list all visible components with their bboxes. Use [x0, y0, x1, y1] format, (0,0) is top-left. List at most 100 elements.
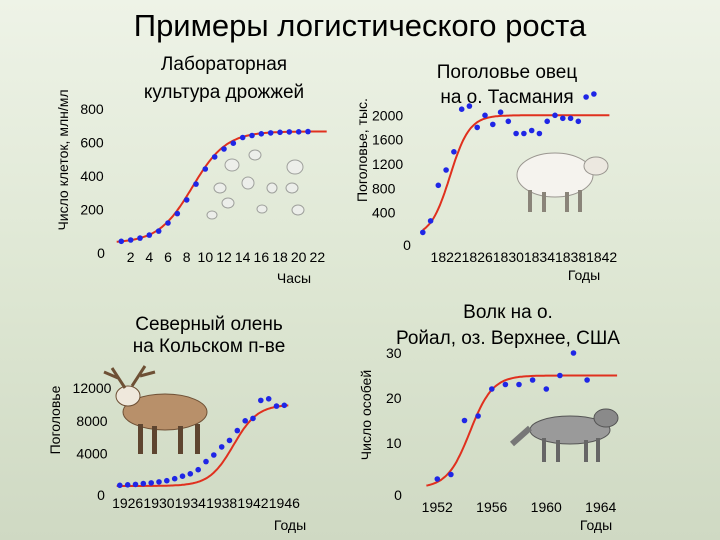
- sheep-x-tick-label: 1830: [493, 249, 524, 265]
- reindeer-data-point: [132, 481, 139, 488]
- sheep-data-point: [466, 103, 473, 109]
- wolf-data-point: [448, 471, 454, 478]
- yeast-data-point: [249, 132, 255, 139]
- sheep-x-tick-label: 1838: [555, 249, 586, 265]
- reindeer-data-point: [140, 480, 147, 487]
- yeast-data-point: [146, 232, 153, 238]
- yeast-x-tick-label: 18: [272, 249, 288, 265]
- yeast-x-tick-label: 8: [183, 249, 191, 265]
- sheep-x-axis-label: Годы: [568, 267, 600, 283]
- sheep-y-axis-label: Поголовье, тыс.: [354, 98, 370, 202]
- sheep-data-point: [536, 130, 543, 137]
- wolf-data-point: [475, 413, 481, 419]
- sheep-zero-label: 0: [403, 237, 411, 253]
- reindeer-data-point: [164, 477, 170, 484]
- yeast-data-point: [211, 154, 218, 160]
- sheep-data-point: [521, 130, 527, 137]
- sheep-x-tick-label: 1822: [431, 249, 462, 265]
- yeast-x-tick-label: 10: [198, 249, 214, 265]
- sheep-logistic-curve: [422, 114, 610, 231]
- yeast-x-tick-label: 12: [216, 249, 232, 265]
- reindeer-chart: Северный олень на Кольском п-ве Поголовье 4…: [47, 314, 306, 533]
- wolf-data-point: [543, 386, 550, 392]
- wolf-zero-label: 0: [394, 487, 402, 503]
- yeast-y-axis-label: Число клеток, млн/мл: [55, 89, 71, 230]
- sheep-y-tick-label: 800: [372, 180, 396, 196]
- reindeer-data-point: [265, 396, 272, 402]
- sheep-y-tick-label: 1200: [372, 156, 403, 172]
- reindeer-x-tick-label: 1926: [112, 495, 143, 511]
- sheep-data-point: [497, 109, 504, 115]
- wolf-x-tick-label: 1956: [476, 499, 507, 515]
- reindeer-x-tick-label: 1946: [269, 495, 300, 511]
- yeast-chart-title: Лабораторная культура дрожжей: [144, 54, 304, 103]
- sheep-data-point: [575, 118, 582, 125]
- wolf-y-tick-label: 20: [386, 390, 402, 406]
- reindeer-data-point: [195, 466, 201, 473]
- sheep-x-tick-label: 1834: [524, 249, 555, 265]
- reindeer-data-point: [203, 458, 209, 465]
- yeast-y-tick-label: 400: [80, 168, 104, 184]
- sheep-data-point: [474, 124, 481, 131]
- wolf-data-point: [489, 386, 495, 392]
- yeast-data-point: [127, 237, 134, 243]
- sheep-data-point: [427, 218, 434, 224]
- reindeer-chart-title: Северный олень на Кольском п-ве: [133, 314, 286, 357]
- sheep-data-point: [420, 229, 426, 236]
- sheep-data-point: [482, 112, 488, 119]
- reindeer-y-tick-label: 4000: [76, 445, 107, 461]
- reindeer-x-tick-label: 1934: [175, 495, 206, 511]
- wolf-chart-title: Волк на о. Ройал, оз. Верхнее, США: [396, 302, 620, 349]
- sheep-data-point: [583, 94, 589, 100]
- sheep-y-tick-label: 1600: [372, 132, 403, 148]
- wolf-illustration: [510, 408, 619, 462]
- yeast-data-point: [118, 238, 125, 245]
- reindeer-data-point: [117, 482, 123, 489]
- reindeer-x-tick-label: 1938: [206, 495, 237, 511]
- yeast-y-tick-label: 800: [80, 101, 104, 117]
- sheep-y-tick-label: 400: [372, 205, 396, 221]
- yeast-zero-label: 0: [97, 245, 105, 261]
- yeast-data-point: [193, 181, 199, 187]
- wolf-y-tick-label: 30: [386, 345, 402, 361]
- reindeer-data-point: [281, 402, 288, 409]
- wolf-data-point: [516, 381, 522, 388]
- yeast-data-point: [230, 140, 237, 146]
- sheep-data-point: [443, 167, 449, 173]
- reindeer-data-point: [148, 480, 154, 486]
- wolf-logistic-curve: [426, 374, 618, 487]
- reindeer-data-point: [179, 473, 186, 480]
- sheep-x-tick-label: 1826: [462, 249, 493, 265]
- yeast-cells-illustration: [206, 149, 305, 220]
- yeast-x-tick-label: 14: [235, 249, 251, 265]
- yeast-y-tick-label: 600: [80, 134, 104, 150]
- yeast-y-tick-label: 200: [80, 201, 104, 217]
- sheep-data-point: [490, 121, 496, 128]
- reindeer-logistic-curve: [116, 404, 289, 487]
- yeast-data-point: [305, 128, 311, 135]
- reindeer-data-point: [171, 475, 178, 482]
- yeast-data-point: [202, 166, 209, 172]
- sheep-data-point: [513, 130, 519, 137]
- yeast-data-point: [155, 228, 162, 234]
- reindeer-x-axis-label: Годы: [274, 517, 306, 533]
- yeast-x-tick-label: 6: [164, 249, 172, 265]
- yeast-x-tick-label: 4: [145, 249, 153, 265]
- wolf-data-point: [461, 417, 468, 424]
- yeast-data-point: [165, 220, 171, 226]
- yeast-data-point: [239, 134, 246, 141]
- reindeer-data-point: [211, 452, 217, 458]
- reindeer-y-tick-label: 12000: [73, 380, 112, 396]
- yeast-data-point: [221, 146, 227, 152]
- sheep-data-point: [544, 118, 550, 125]
- reindeer-data-point: [156, 479, 162, 485]
- reindeer-data-point: [234, 427, 241, 434]
- sheep-data-point: [528, 127, 535, 134]
- wolf-x-tick-label: 1960: [531, 499, 562, 515]
- reindeer-data-point: [187, 471, 194, 477]
- reindeer-data-point: [250, 415, 256, 422]
- sheep-y-tick-label: 2000: [372, 107, 403, 123]
- reindeer-data-point: [273, 403, 280, 409]
- sheep-data-point: [591, 91, 597, 97]
